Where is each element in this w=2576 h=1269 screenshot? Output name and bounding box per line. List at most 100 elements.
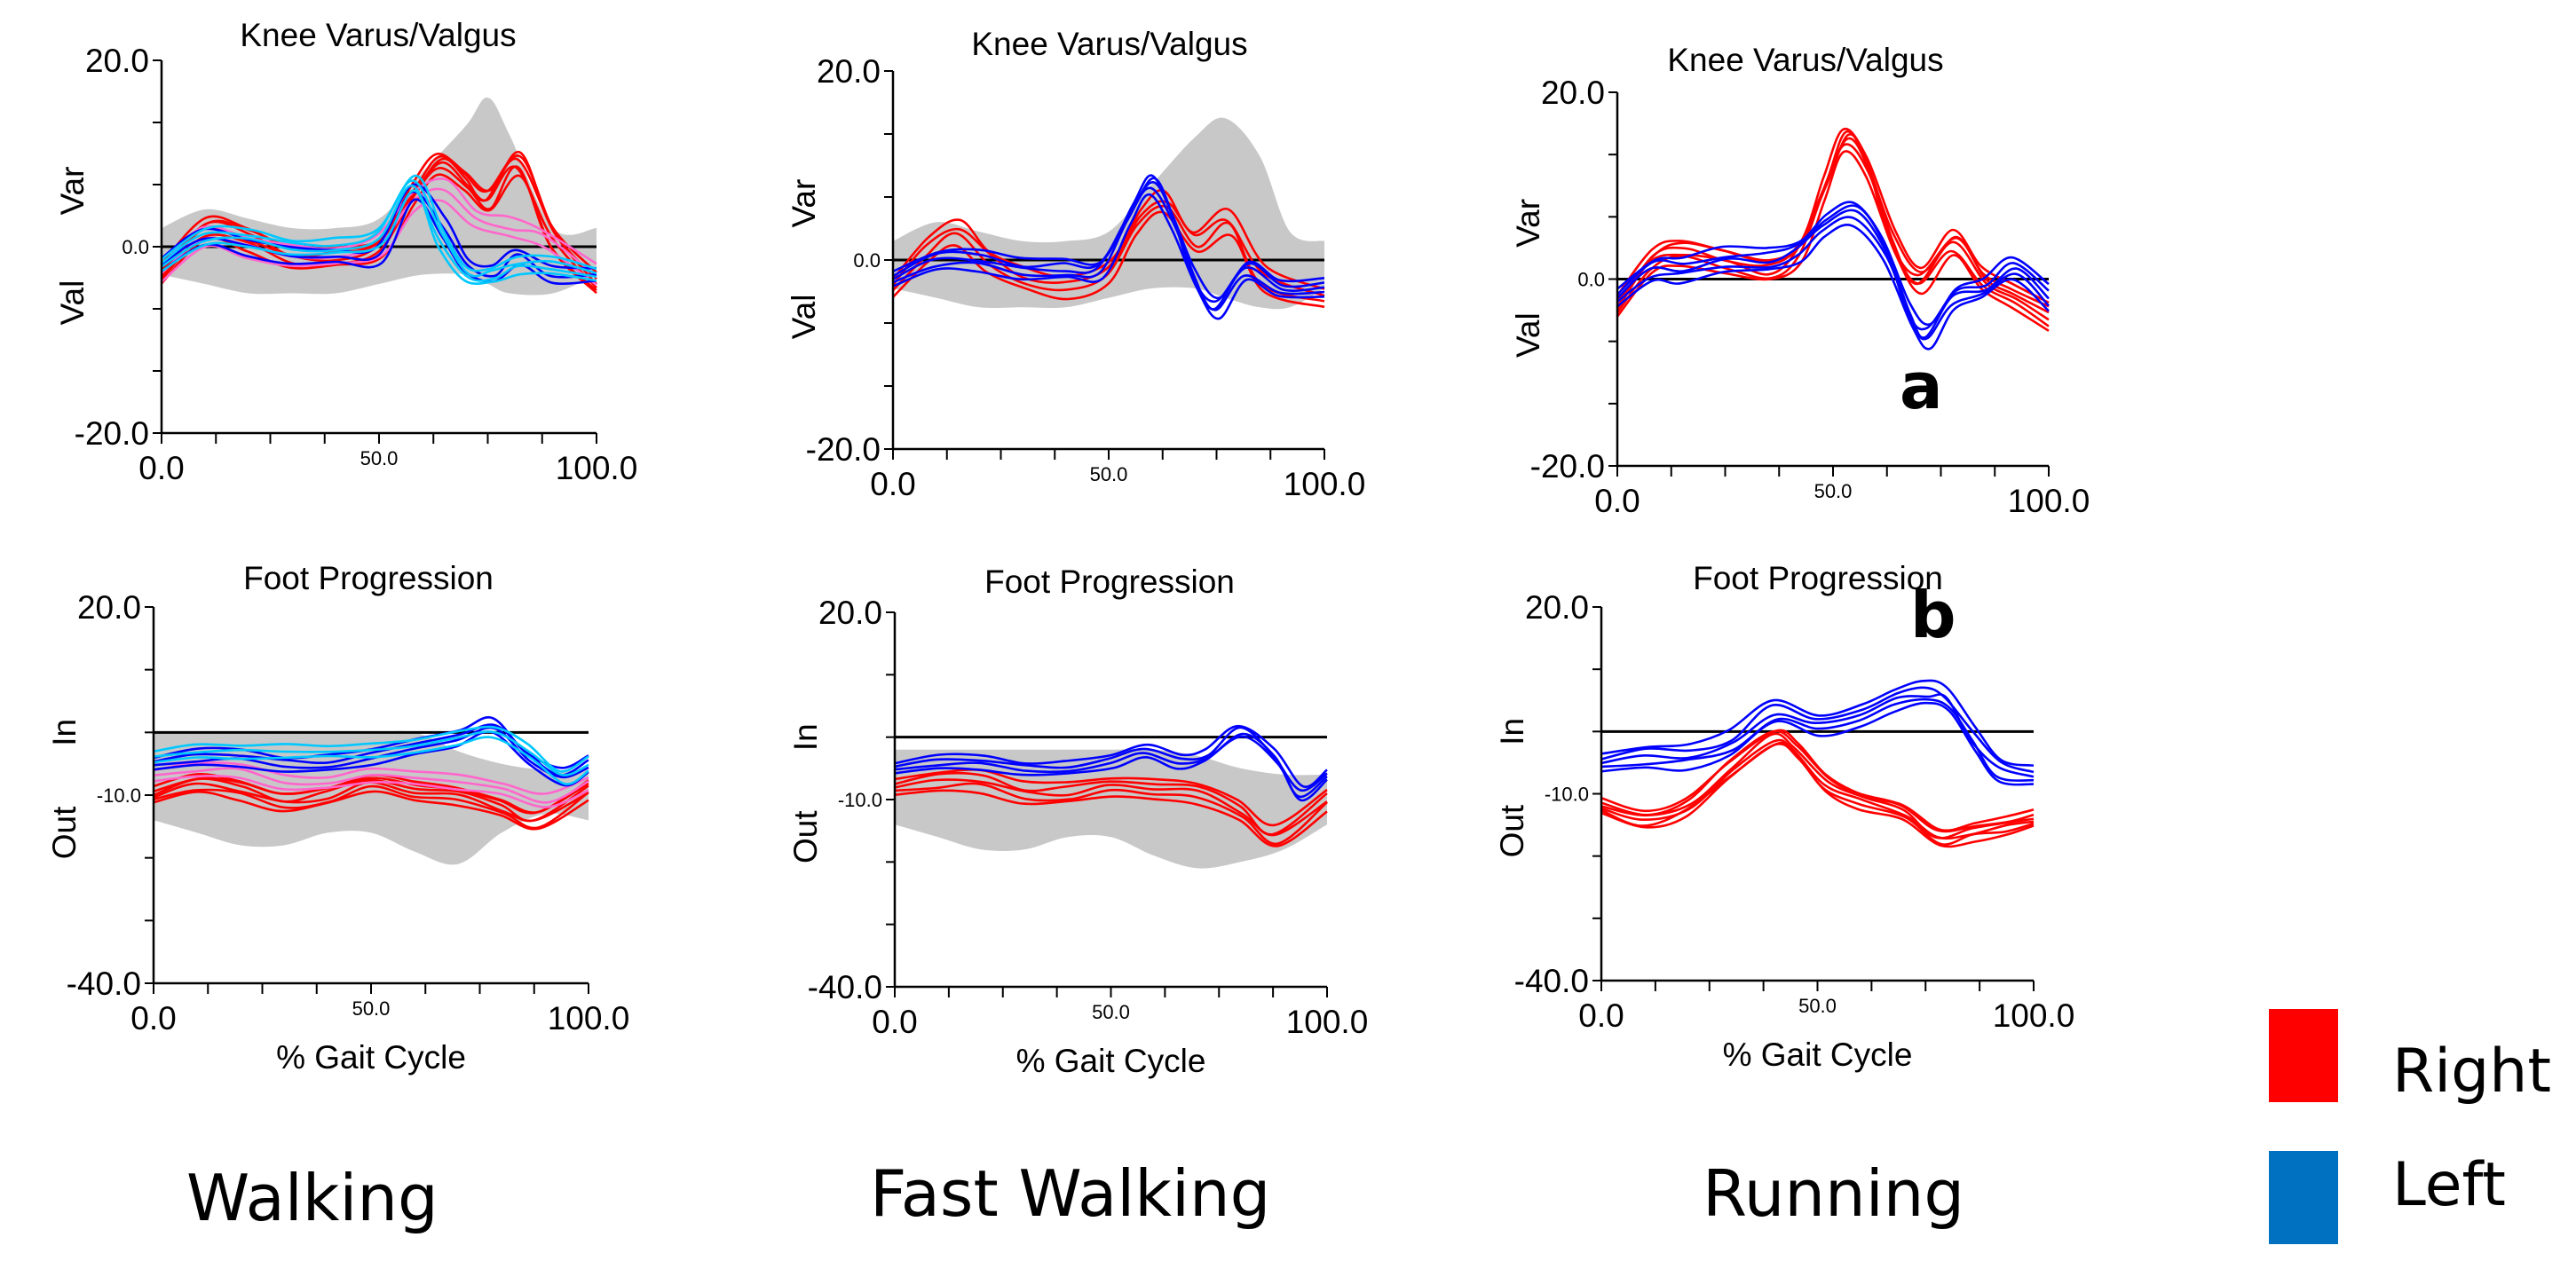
chart-knee-fast-walking-trial-line bbox=[891, 200, 1325, 297]
chart-foot-fast-walking-trial-line bbox=[894, 782, 1328, 846]
chart-foot-walking-trial-line bbox=[153, 777, 589, 823]
chart-knee-walking-trial-line bbox=[161, 165, 597, 292]
chart-foot-fast-walking-y-tick-label: 20.0 bbox=[818, 595, 882, 631]
chart-foot-fast-walking-x-tick-label: 50.0 bbox=[1092, 1001, 1130, 1023]
chart-knee-running-x-tick-label: 100.0 bbox=[2008, 483, 2090, 519]
chart-foot-walking-trial-line bbox=[153, 725, 589, 773]
chart-foot-running-trial-line bbox=[1600, 693, 2035, 778]
chart-foot-running-trial-line bbox=[1600, 738, 2035, 840]
chart-knee-walking-title: Knee Varus/Valgus bbox=[240, 17, 516, 53]
chart-foot-running-y-tick-label: -40.0 bbox=[1514, 963, 1589, 999]
chart-foot-walking-trial-line bbox=[153, 776, 589, 815]
chart-foot-running-y-word-in: In bbox=[1494, 718, 1530, 745]
chart-knee-fast-walking-title: Knee Varus/Valgus bbox=[971, 26, 1247, 62]
chart-knee-walking-y-word-val: Val bbox=[54, 280, 91, 326]
chart-foot-running-trial-line bbox=[1600, 679, 2035, 767]
chart-knee-walking-y-tick-label: 20.0 bbox=[85, 43, 149, 79]
chart-foot-fast-walking-trial-line bbox=[894, 771, 1328, 836]
chart-foot-walking-trial-line bbox=[153, 784, 589, 830]
chart-foot-running-x-tick-label: 100.0 bbox=[1993, 997, 2075, 1034]
chart-foot-walking: 0.0 50.0 100.0 20.0 -10.0 -40.0 In Out Foot Prog… bbox=[46, 560, 629, 1076]
chart-foot-running-title: Foot Progression bbox=[1693, 560, 1943, 596]
chart-foot-walking-y-tick-label: -10.0 bbox=[97, 784, 141, 807]
chart-knee-running-y-tick-label: 0.0 bbox=[1577, 269, 1605, 291]
chart-knee-fast-walking-y-tick-label: 0.0 bbox=[853, 249, 881, 272]
chart-knee-fast-walking-x-tick-label: 100.0 bbox=[1284, 466, 1366, 502]
chart-foot-walking-trial-line bbox=[153, 767, 589, 804]
chart-knee-running-trial-line bbox=[1616, 224, 2050, 351]
condition-label-running: Running bbox=[1703, 1156, 1964, 1231]
chart-foot-walking-x-tick-label: 100.0 bbox=[548, 1000, 630, 1036]
chart-foot-fast-walking-x-tick-label: 0.0 bbox=[872, 1004, 917, 1040]
chart-knee-walking-series-left-cyan bbox=[161, 174, 597, 286]
chart-knee-walking-trial-line bbox=[161, 199, 597, 287]
panel-letter-a: a bbox=[1900, 349, 1943, 423]
chart-knee-walking-x-tick-label: 100.0 bbox=[556, 450, 638, 486]
chart-knee-walking-y-tick-label: -20.0 bbox=[75, 415, 149, 452]
chart-knee-running-trial-line bbox=[1616, 204, 2050, 331]
chart-foot-fast-walking-series-left bbox=[894, 724, 1328, 802]
chart-foot-running-series-left bbox=[1600, 679, 2035, 786]
chart-knee-running-x-tick-label: 0.0 bbox=[1594, 483, 1640, 519]
chart-foot-walking-y-tick-label: -40.0 bbox=[67, 966, 141, 1002]
chart-knee-fast-walking-series-left bbox=[892, 174, 1325, 320]
chart-knee-running-series-left bbox=[1616, 201, 2050, 351]
chart-knee-fast-walking-x-tick-label: 50.0 bbox=[1090, 463, 1128, 485]
chart-knee-running-trial-line bbox=[1616, 216, 2050, 341]
chart-foot-running-trial-line bbox=[1600, 732, 2035, 839]
chart-knee-running-trial-line bbox=[1616, 150, 2050, 332]
chart-foot-fast-walking-title: Foot Progression bbox=[984, 564, 1235, 600]
chart-foot-fast-walking-normal-band bbox=[895, 749, 1327, 869]
chart-knee-running-y-tick-label: -20.0 bbox=[1530, 448, 1605, 485]
chart-foot-fast-walking-y-tick-label: -40.0 bbox=[808, 969, 882, 1005]
chart-knee-fast-walking-trial-line bbox=[892, 193, 1325, 320]
chart-foot-walking-title: Foot Progression bbox=[243, 560, 494, 596]
chart-knee-fast-walking-trial-line bbox=[892, 174, 1325, 300]
legend: Right Left bbox=[2269, 1009, 2551, 1244]
chart-knee-walking-x-tick-label: 0.0 bbox=[138, 450, 184, 486]
chart-foot-running-x-tick-label: 50.0 bbox=[1798, 995, 1837, 1017]
chart-foot-walking-trial-line bbox=[153, 730, 589, 787]
chart-foot-walking-y-tick-label: 20.0 bbox=[77, 589, 141, 626]
chart-knee-fast-walking-trial-line bbox=[892, 210, 1325, 309]
panel-letter-b: b bbox=[1910, 578, 1956, 652]
condition-label-fast-walking: Fast Walking bbox=[870, 1156, 1270, 1231]
chart-foot-running-series-right bbox=[1600, 729, 2035, 848]
chart-foot-fast-walking-trial-line bbox=[894, 735, 1328, 802]
chart-foot-walking-normal-band bbox=[154, 730, 589, 865]
chart-knee-fast-walking-y-tick-label: 20.0 bbox=[817, 53, 881, 90]
chart-foot-running-trial-line bbox=[1600, 701, 2035, 786]
chart-knee-running-y-tick-label: 20.0 bbox=[1541, 75, 1605, 111]
chart-foot-walking-y-word-in: In bbox=[46, 719, 83, 746]
chart-foot-walking-trial-line bbox=[153, 736, 589, 785]
chart-knee-fast-walking-y-tick-label: -20.0 bbox=[806, 431, 881, 468]
chart-knee-running-series-right bbox=[1616, 127, 2050, 332]
chart-foot-walking-trial-line bbox=[153, 730, 589, 776]
chart-foot-fast-walking-y-word-in: In bbox=[787, 723, 824, 751]
chart-foot-fast-walking-trial-line bbox=[894, 724, 1328, 788]
chart-knee-fast-walking-y-word-var: Var bbox=[786, 179, 822, 228]
chart-foot-fast-walking-y-word-out: Out bbox=[787, 810, 824, 863]
chart-knee-running-trial-line bbox=[1616, 209, 2050, 339]
chart-foot-walking-trial-line bbox=[153, 761, 589, 795]
chart-knee-fast-walking-x-tick-label: 0.0 bbox=[870, 466, 915, 502]
chart-foot-running: 0.0 50.0 100.0 20.0 -10.0 -40.0 In Out Foot Prog… bbox=[1494, 560, 2074, 1073]
chart-foot-walking-y-word-out: Out bbox=[46, 806, 83, 859]
legend-label-left: Left bbox=[2392, 1150, 2506, 1220]
chart-knee-running-title: Knee Varus/Valgus bbox=[1667, 42, 1943, 78]
chart-foot-running-y-tick-label: 20.0 bbox=[1525, 589, 1589, 626]
chart-knee-running-y-word-var: Var bbox=[1510, 199, 1546, 248]
chart-knee-fast-walking-series-right bbox=[891, 189, 1325, 309]
chart-knee-walking-trial-line bbox=[161, 184, 597, 282]
chart-knee-running-y-word-val: Val bbox=[1510, 312, 1546, 358]
chart-knee-running-trial-line bbox=[1616, 201, 2050, 327]
chart-foot-fast-walking-trial-line bbox=[894, 726, 1328, 792]
legend-swatch-right bbox=[2269, 1009, 2338, 1102]
chart-foot-fast-walking-x-tick-label: 100.0 bbox=[1286, 1004, 1369, 1040]
chart-foot-running-x-tick-label: 0.0 bbox=[1578, 997, 1624, 1034]
chart-foot-running-trial-line bbox=[1600, 729, 2035, 832]
